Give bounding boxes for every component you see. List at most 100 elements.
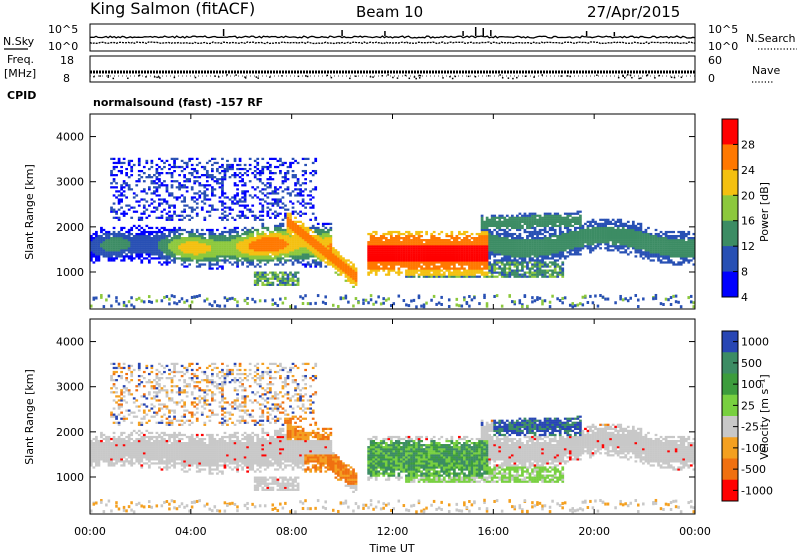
power-cell — [190, 198, 194, 201]
power-cell — [369, 267, 373, 270]
power-cell — [306, 243, 310, 246]
power-cell — [523, 218, 527, 221]
power-cell — [175, 157, 179, 161]
power-cell — [301, 222, 305, 226]
power-cell — [334, 267, 338, 270]
power-cell — [485, 249, 489, 252]
power-cell — [546, 237, 549, 240]
power-cell — [493, 218, 497, 221]
power-cell — [309, 265, 313, 268]
power-cell — [493, 224, 497, 228]
power-cell — [289, 239, 292, 242]
power-cell — [92, 297, 96, 301]
power-cell — [551, 243, 555, 246]
power-cell — [160, 243, 164, 246]
power-cell — [543, 247, 547, 250]
power-cell — [276, 200, 280, 203]
power-cell — [284, 208, 287, 211]
power-cell — [150, 253, 154, 256]
power-cell — [594, 222, 597, 226]
power-cell — [465, 241, 469, 244]
power-cell — [253, 216, 257, 219]
power-cell — [236, 247, 239, 250]
power-cell — [407, 245, 411, 248]
power-cell — [397, 259, 401, 262]
power-cell — [256, 257, 260, 260]
power-cell — [170, 172, 174, 175]
power-cell — [311, 161, 315, 165]
power-cell — [100, 243, 103, 246]
power-cell — [246, 237, 250, 240]
power-cell — [286, 228, 290, 232]
power-cell — [311, 226, 315, 230]
power-cell — [528, 271, 532, 274]
power-cell — [500, 214, 504, 217]
power-cell — [566, 214, 570, 217]
freq-right-tick-bottom: 0 — [708, 72, 715, 85]
power-cell — [311, 261, 315, 264]
power-cell — [241, 249, 244, 252]
power-cell — [115, 182, 118, 185]
power-cell — [208, 234, 212, 238]
power-cell — [483, 265, 486, 268]
power-cell — [619, 297, 622, 301]
power-cell — [193, 196, 197, 199]
power-cell — [546, 249, 549, 252]
power-cell — [241, 204, 244, 207]
power-cell — [226, 214, 229, 217]
power-cell — [354, 271, 358, 274]
power-cell — [521, 267, 524, 270]
power-cell — [120, 194, 123, 197]
power-cell — [117, 247, 121, 250]
power-cell — [392, 241, 396, 244]
power-cell — [553, 267, 557, 270]
power-cell — [299, 224, 302, 228]
power-cell — [367, 245, 371, 248]
power-cell — [626, 239, 630, 242]
power-cell — [195, 253, 199, 256]
power-cell — [430, 243, 434, 246]
power-cell — [294, 234, 297, 238]
power-cell — [263, 237, 267, 240]
power-cell — [306, 157, 310, 161]
power-cell — [299, 239, 302, 242]
power-cell — [261, 208, 265, 211]
power-cell — [430, 255, 434, 258]
frequency-dot — [244, 76, 246, 78]
power-cell — [296, 245, 300, 248]
power-cell — [178, 214, 181, 217]
power-cell — [402, 251, 406, 254]
power-cell — [261, 172, 265, 175]
power-cell — [422, 249, 426, 252]
power-cell — [563, 220, 567, 223]
power-cell — [256, 273, 260, 276]
power-cell — [316, 230, 320, 234]
power-cell — [205, 194, 209, 197]
power-cell — [571, 224, 575, 228]
power-cell — [188, 243, 192, 246]
power-cell — [485, 245, 489, 248]
power-cell — [281, 281, 285, 284]
power-cell — [379, 267, 383, 270]
power-cell — [233, 184, 237, 187]
power-cell — [130, 296, 133, 300]
power-cell — [243, 255, 247, 258]
power-cell — [521, 247, 524, 250]
power-cell — [543, 269, 547, 272]
power-cell — [231, 245, 234, 248]
power-cell — [379, 255, 383, 258]
power-cell — [158, 243, 161, 246]
power-cell — [405, 273, 408, 276]
power-cell — [263, 263, 267, 266]
power-cell — [115, 190, 118, 193]
power-cell — [266, 178, 270, 181]
power-cell — [508, 218, 512, 221]
power-cell — [261, 234, 265, 238]
power-cell — [284, 174, 287, 177]
power-cell — [601, 232, 605, 236]
power-cell — [490, 269, 494, 272]
power-cell — [268, 243, 272, 246]
power-cell — [238, 253, 242, 256]
power-cell — [236, 167, 239, 171]
power-cell — [233, 234, 237, 238]
